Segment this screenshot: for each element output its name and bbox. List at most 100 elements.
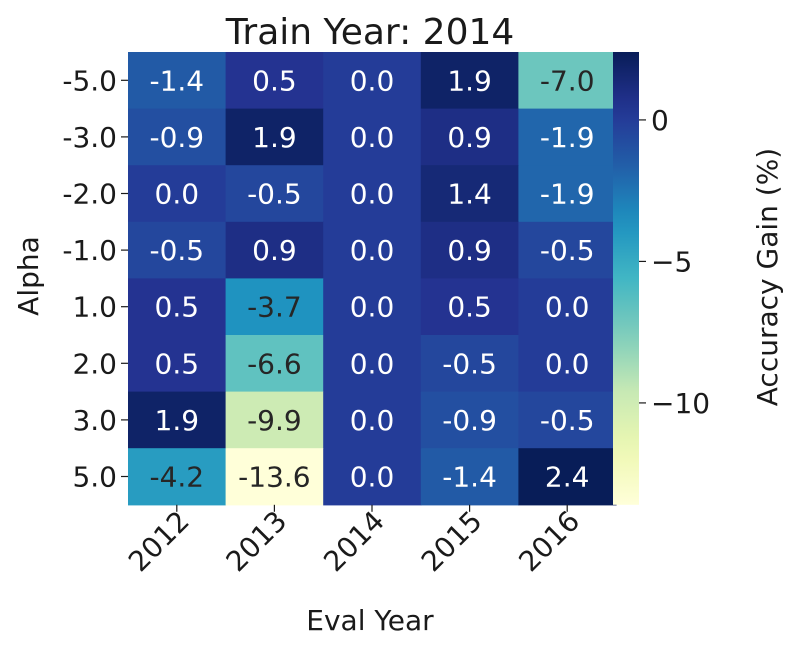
cell-value-label: 0.0 bbox=[545, 347, 590, 380]
heatmap-cell bbox=[323, 221, 422, 279]
heatmap-cell bbox=[518, 165, 617, 223]
x-tick-label: 2012 bbox=[122, 504, 196, 578]
cell-value-label: 0.0 bbox=[350, 178, 395, 211]
cell-value-label: 0.0 bbox=[350, 64, 395, 97]
cell-value-label: 0.0 bbox=[545, 291, 590, 324]
heatmap-cell bbox=[225, 278, 324, 336]
cell-value-label: 0.0 bbox=[350, 461, 395, 494]
colorbar-tick-label: 0 bbox=[651, 104, 669, 137]
y-tick-labels: -5.0 -3.0 -2.0 -1.0 1.0 2.0 3.0 5.0 bbox=[62, 64, 128, 494]
cell-value-label: -1.4 bbox=[149, 64, 204, 97]
heatmap-cell bbox=[225, 335, 324, 393]
cell-value-label: 0.0 bbox=[350, 234, 395, 267]
heatmap-cell bbox=[323, 165, 422, 223]
cell-value-label: 0.9 bbox=[447, 121, 492, 154]
cell-value-label: 2.4 bbox=[545, 461, 590, 494]
heatmap-cell bbox=[128, 221, 227, 279]
heatmap-cell bbox=[420, 335, 519, 393]
cell-value-label: -1.4 bbox=[442, 461, 497, 494]
cell-value-label: 1.9 bbox=[252, 121, 297, 154]
heatmap-cell bbox=[420, 278, 519, 336]
cell-value-label: 1.9 bbox=[155, 404, 200, 437]
heatmap-cell bbox=[518, 52, 617, 110]
heatmap-cell bbox=[420, 108, 519, 166]
cell-value-label: 0.5 bbox=[155, 347, 200, 380]
heatmap-cell bbox=[420, 165, 519, 223]
y-tick-label: -3.0 bbox=[62, 121, 117, 154]
colorbar-tick-label: −5 bbox=[651, 245, 692, 278]
heatmap-cell bbox=[225, 221, 324, 279]
heatmap-cells: -1.4 0.5 0.0 1.9 -7.0 -0.9 1.9 0.0 0.9 -1.9 0.0 -0.… bbox=[128, 52, 617, 506]
cell-value-label: 0.0 bbox=[350, 404, 395, 437]
cell-value-label: -0.5 bbox=[149, 234, 204, 267]
heatmap-cell bbox=[128, 165, 227, 223]
x-tick-labels: 2012 2013 2014 2015 2016 bbox=[122, 504, 586, 578]
y-tick-label: -2.0 bbox=[62, 178, 117, 211]
heatmap-cell bbox=[323, 108, 422, 166]
cell-value-label: -0.9 bbox=[442, 404, 497, 437]
heatmap-cell bbox=[420, 448, 519, 506]
x-tick-label: 2016 bbox=[512, 504, 586, 578]
colorbar-tick-label: −10 bbox=[651, 387, 710, 420]
heatmap-cell bbox=[323, 278, 422, 336]
heatmap-cell bbox=[128, 448, 227, 506]
heatmap-cell bbox=[128, 335, 227, 393]
heatmap-cell bbox=[225, 52, 324, 110]
heatmap-cell bbox=[225, 448, 324, 506]
heatmap-cell bbox=[323, 448, 422, 506]
x-axis-label: Eval Year bbox=[306, 604, 434, 637]
heatmap-cell bbox=[420, 221, 519, 279]
colorbar-label: Accuracy Gain (%) bbox=[751, 148, 784, 406]
cell-value-label: 0.5 bbox=[447, 291, 492, 324]
y-tick-label: 1.0 bbox=[72, 291, 117, 324]
cell-value-label: 0.0 bbox=[350, 347, 395, 380]
cell-value-label: -0.5 bbox=[540, 234, 595, 267]
y-axis-label: Alpha bbox=[12, 236, 45, 316]
heatmap-cell bbox=[225, 391, 324, 449]
cell-value-label: -1.9 bbox=[540, 178, 595, 211]
cell-value-label: 0.5 bbox=[252, 64, 297, 97]
x-tick-label: 2015 bbox=[415, 504, 489, 578]
cell-value-label: 0.9 bbox=[447, 234, 492, 267]
colorbar-ticks: 0 −5 −10 bbox=[639, 104, 710, 420]
cell-value-label: -0.5 bbox=[247, 178, 302, 211]
cell-value-label: 1.9 bbox=[447, 64, 492, 97]
y-tick-label: 2.0 bbox=[72, 347, 117, 380]
cell-value-label: -1.9 bbox=[540, 121, 595, 154]
y-tick-label: 5.0 bbox=[72, 461, 117, 494]
heatmap-cell bbox=[128, 391, 227, 449]
heatmap-cell bbox=[518, 391, 617, 449]
cell-value-label: -6.6 bbox=[247, 347, 302, 380]
cell-value-label: 0.9 bbox=[252, 234, 297, 267]
heatmap-cell bbox=[225, 165, 324, 223]
heatmap-cell bbox=[323, 52, 422, 110]
colorbar bbox=[613, 52, 639, 505]
y-tick-label: 3.0 bbox=[72, 404, 117, 437]
cell-value-label: -13.6 bbox=[238, 461, 310, 494]
heatmap-cell bbox=[323, 335, 422, 393]
cell-value-label: -9.9 bbox=[247, 404, 302, 437]
heatmap-cell bbox=[420, 391, 519, 449]
cell-value-label: -0.5 bbox=[442, 347, 497, 380]
heatmap-cell bbox=[420, 52, 519, 110]
heatmap-cell bbox=[225, 108, 324, 166]
heatmap-cell bbox=[323, 391, 422, 449]
heatmap-cell bbox=[518, 448, 617, 506]
x-tick-label: 2014 bbox=[317, 504, 391, 578]
y-tick-label: -5.0 bbox=[62, 64, 117, 97]
cell-value-label: 1.4 bbox=[447, 178, 492, 211]
cell-value-label: -3.7 bbox=[247, 291, 302, 324]
heatmap-cell bbox=[128, 52, 227, 110]
heatmap-cell bbox=[518, 108, 617, 166]
cell-value-label: 0.0 bbox=[155, 178, 200, 211]
chart-title: Train Year: 2014 bbox=[225, 12, 515, 53]
cell-value-label: -0.5 bbox=[540, 404, 595, 437]
heatmap-cell bbox=[518, 221, 617, 279]
y-tick-label: -1.0 bbox=[62, 234, 117, 267]
cell-value-label: -0.9 bbox=[149, 121, 204, 154]
heatmap-cell bbox=[518, 335, 617, 393]
heatmap-cell bbox=[128, 108, 227, 166]
cell-value-label: 0.0 bbox=[350, 291, 395, 324]
heatmap-cell bbox=[128, 278, 227, 336]
